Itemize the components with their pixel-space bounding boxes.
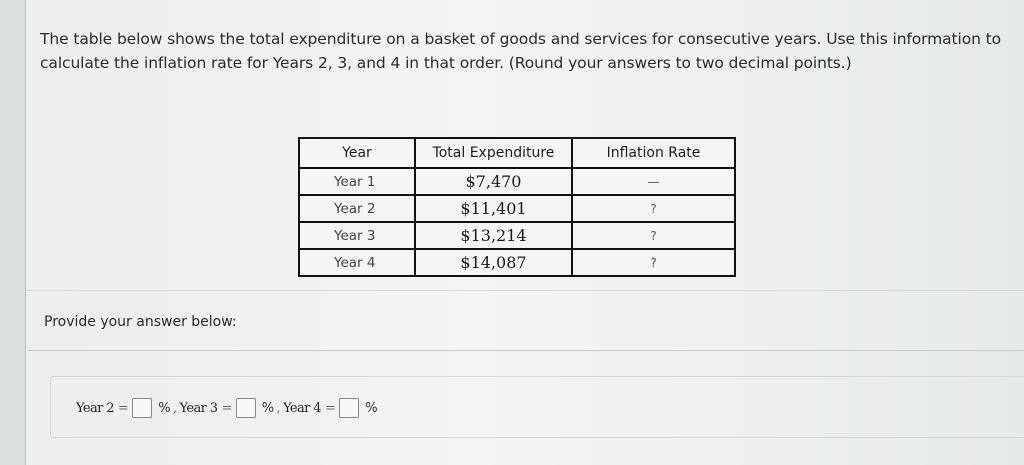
table-row: Year 1 $7,470 — xyxy=(298,167,736,196)
year-3-label: Year 3 xyxy=(179,400,219,416)
rate-cell: ? xyxy=(571,194,736,223)
table-row: Year 4 $14,087 ? xyxy=(298,248,736,277)
table-row: Year 3 $13,214 ? xyxy=(298,221,736,250)
expenditure-cell: $7,470 xyxy=(414,167,573,196)
header-inflation-rate: Inflation Rate xyxy=(571,137,736,169)
answer-prompt: Provide your answer below: xyxy=(44,314,237,330)
header-total-expenditure: Total Expenditure xyxy=(414,137,573,169)
answer-container xyxy=(50,376,1024,438)
year-4-label: Year 4 xyxy=(283,400,322,416)
table-header-row: Year Total Expenditure Inflation Rate xyxy=(298,137,736,169)
year-2-label: Year 2 xyxy=(76,400,115,416)
section-divider xyxy=(28,350,1024,351)
table-row: Year 2 $11,401 ? xyxy=(298,194,736,223)
separator: , xyxy=(172,400,177,416)
question-text: The table below shows the total expendit… xyxy=(40,30,1002,72)
section-divider xyxy=(26,290,1024,291)
year-2-input[interactable] xyxy=(132,398,153,418)
header-year: Year xyxy=(298,137,416,169)
separator: , xyxy=(276,400,281,416)
question-panel: The table below shows the total expendit… xyxy=(26,0,1024,465)
expenditure-cell: $14,087 xyxy=(414,248,573,277)
equals-sign: = xyxy=(324,400,336,416)
rate-cell: — xyxy=(571,167,736,196)
year-cell: Year 1 xyxy=(298,167,416,196)
equals-sign: = xyxy=(221,400,232,416)
rate-cell: ? xyxy=(571,221,736,250)
year-cell: Year 3 xyxy=(298,221,416,250)
expenditure-cell: $13,214 xyxy=(414,221,573,250)
percent-unit: % xyxy=(261,400,274,416)
percent-unit: % xyxy=(365,400,378,416)
percent-unit: % xyxy=(158,400,170,416)
rate-cell: ? xyxy=(571,248,736,277)
left-gutter xyxy=(0,0,26,465)
expenditure-cell: $11,401 xyxy=(414,194,573,223)
equals-sign: = xyxy=(117,400,129,416)
year-cell: Year 2 xyxy=(298,194,416,223)
year-cell: Year 4 xyxy=(298,248,416,277)
year-4-input[interactable] xyxy=(339,398,360,418)
expenditure-table: Year Total Expenditure Inflation Rate Ye… xyxy=(298,137,736,277)
year-3-input[interactable] xyxy=(235,398,256,418)
answer-row: Year 2 = % , Year 3 = % , Year 4 = % xyxy=(76,398,380,418)
